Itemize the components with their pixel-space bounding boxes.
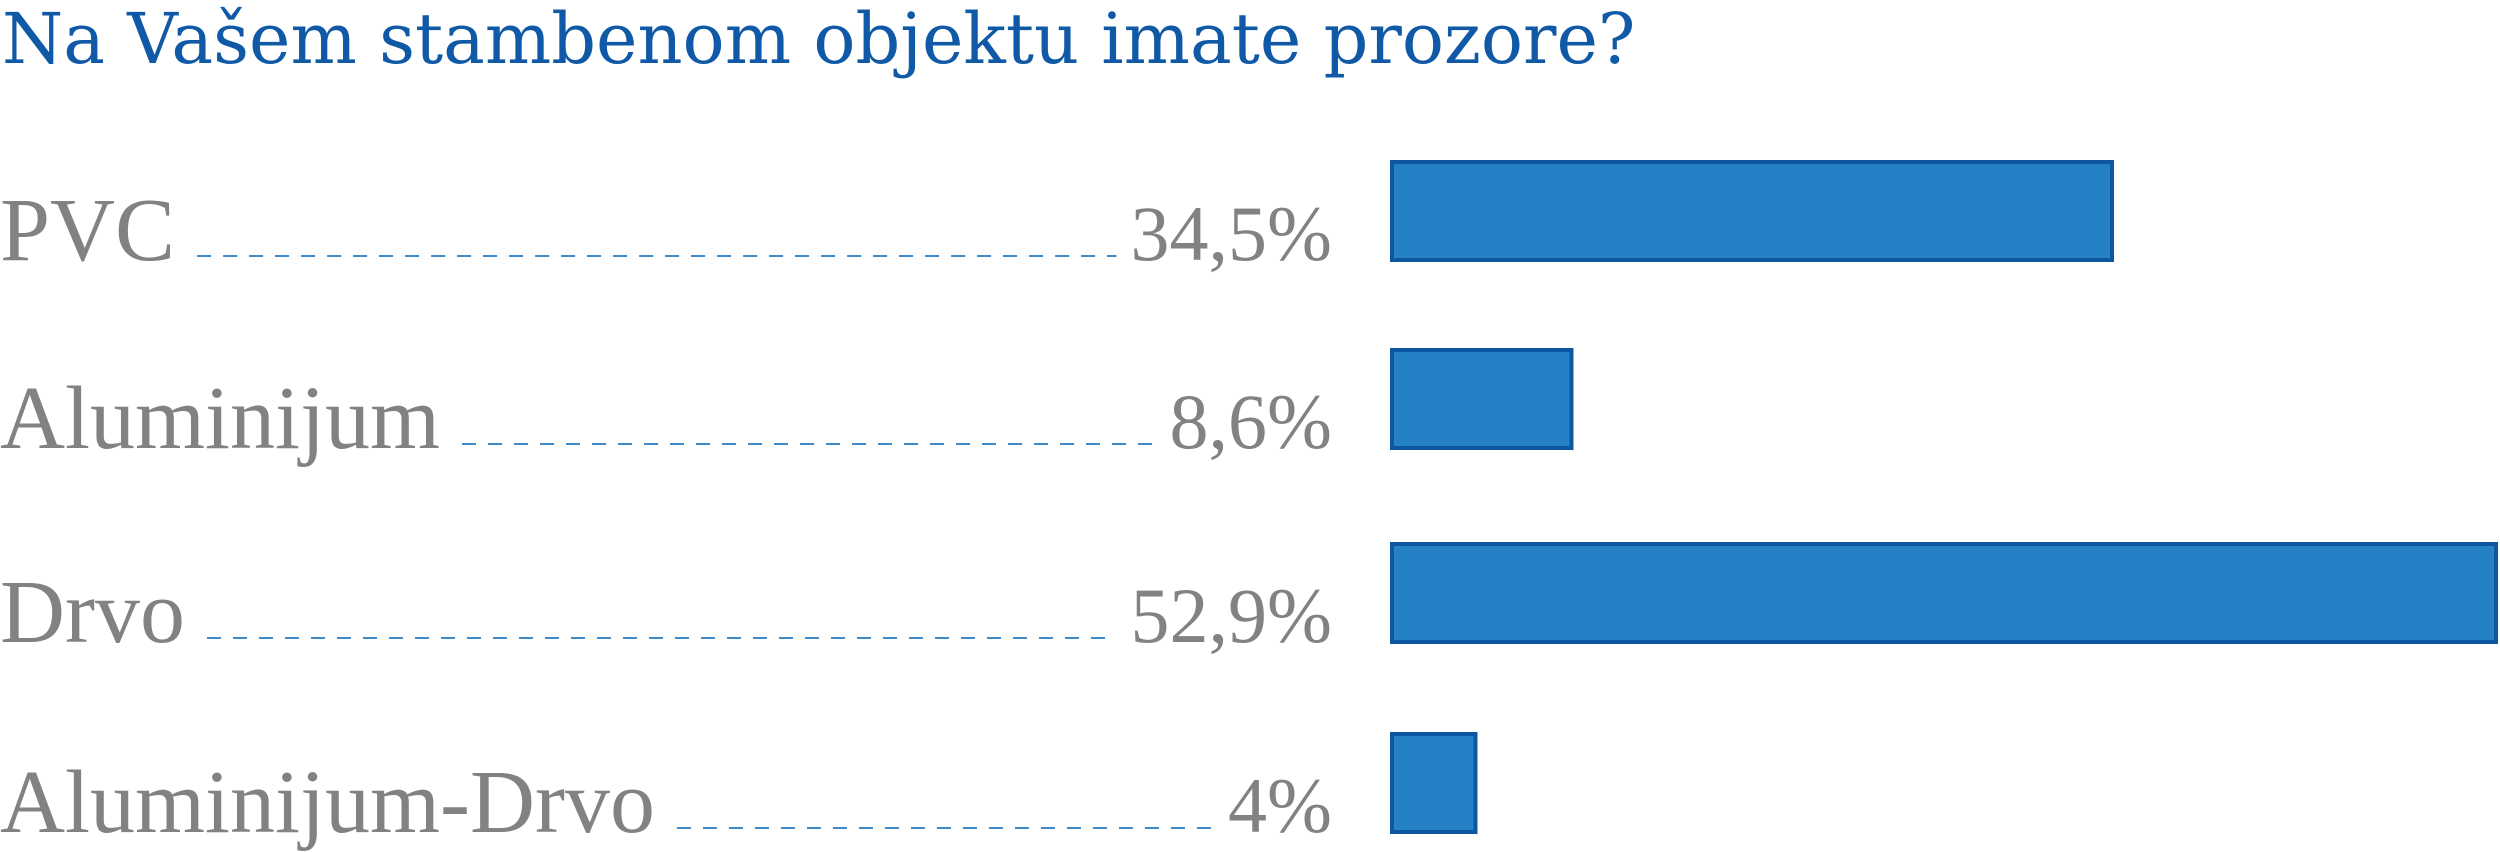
value-label-drvo: 52,9% [1131,572,1332,659]
bar-pvc [1390,160,2114,262]
chart-rows: PVC 34,5% Aluminijum 8,6% Drvo 52,9% Aluminiju… [0,160,2498,852]
value-label-aluminijum-drvo: 4% [1228,762,1332,849]
bar-aluminijum [1390,348,1574,450]
category-label-pvc: PVC [0,181,175,280]
category-label-drvo: Drvo [0,563,185,662]
chart-title: Na Vašem stambenom objektu imate prozore… [2,0,1635,80]
bar-row-drvo: Drvo 52,9% [0,542,2498,662]
bar-row-aluminijum: Aluminijum 8,6% [0,348,1574,468]
bar-row-pvc: PVC 34,5% [0,160,2114,280]
bar-row-aluminijum-drvo: Aluminijum-Drvo 4% [0,732,1478,852]
bar-drvo [1390,542,2498,644]
bar-aluminijum-drvo [1390,732,1478,834]
value-label-aluminijum: 8,6% [1170,378,1332,465]
value-label-pvc: 34,5% [1131,190,1332,277]
category-label-aluminijum: Aluminijum [0,369,440,468]
category-label-aluminijum-drvo: Aluminijum-Drvo [0,753,655,852]
